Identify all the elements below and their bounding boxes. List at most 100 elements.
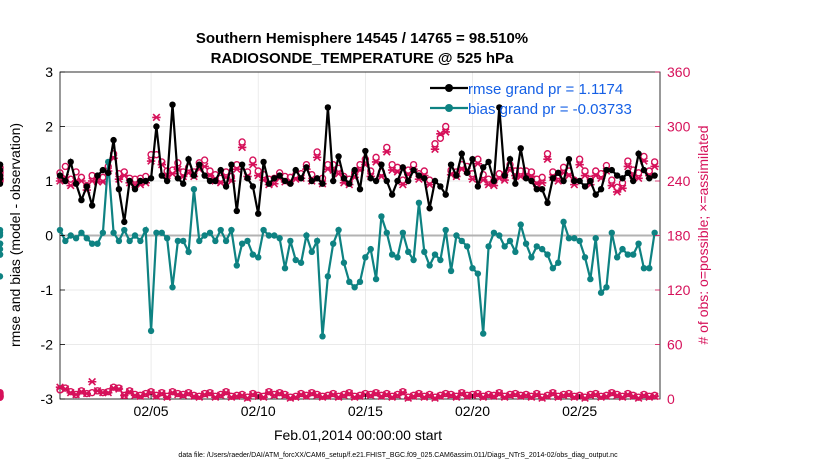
rmse-point <box>346 180 353 187</box>
bias-point <box>378 213 385 220</box>
y2-tick-label: 240 <box>667 173 691 189</box>
bias-point <box>619 245 626 253</box>
rmse-point <box>244 175 251 182</box>
bias-point <box>603 284 610 291</box>
bias-point <box>335 226 342 234</box>
bias-point <box>549 265 557 272</box>
rmse-point <box>469 156 476 163</box>
bias-point <box>437 256 444 264</box>
rmse-point <box>651 172 658 179</box>
rmse-point <box>415 172 423 179</box>
bias-point <box>330 240 337 247</box>
rmse-point <box>308 177 315 185</box>
rmse-point <box>255 210 262 217</box>
rmse-point <box>512 180 519 187</box>
bias-point <box>506 237 514 245</box>
bias-point <box>0 240 4 247</box>
bias-point <box>453 232 460 239</box>
obs-possible-marker <box>0 169 4 177</box>
rmse-point <box>174 175 182 182</box>
rmse-point <box>67 158 74 166</box>
rmse-point <box>110 136 117 144</box>
bias-point <box>115 237 123 245</box>
obs-assimilated-marker <box>398 180 408 189</box>
obs-assimilated-marker <box>120 171 129 180</box>
rmse-series-markers <box>0 101 658 226</box>
rmse-point <box>212 177 219 185</box>
rmse-point <box>528 177 535 185</box>
bias-point <box>405 248 412 256</box>
rmse-point <box>437 183 444 190</box>
rmse-point <box>153 123 160 130</box>
rmse-point <box>169 101 176 108</box>
legend-rmse-label: rmse grand pr = 1.1174 <box>468 81 623 98</box>
rmse-point <box>105 169 112 177</box>
x-tick-label: 02/10 <box>241 403 276 419</box>
y2-tick-label: 120 <box>667 282 691 298</box>
bias-point <box>303 232 310 239</box>
obs-possible-marker <box>549 388 557 397</box>
bias-point <box>121 226 128 234</box>
y2-tick-label: 60 <box>667 337 683 353</box>
obs-assimilated-marker <box>607 181 616 190</box>
y-tick-label: 3 <box>45 64 53 80</box>
bias-point <box>292 256 299 264</box>
bias-point <box>313 237 321 245</box>
obs-possible-marker <box>399 388 407 396</box>
rmse-point <box>292 166 299 174</box>
obs-possible-marker <box>442 122 450 131</box>
bias-point <box>630 251 637 258</box>
bias-point <box>469 265 476 272</box>
obs-possible-marker <box>608 176 616 184</box>
bias-point <box>137 237 144 245</box>
bias-point <box>56 226 64 234</box>
bias-point <box>640 265 648 272</box>
y-tick-label: -2 <box>41 337 54 353</box>
obs-assimilated-marker <box>114 385 124 393</box>
obs-possible-marker <box>0 392 4 400</box>
bias-point <box>174 237 182 245</box>
rmse-point <box>142 177 149 185</box>
legend-bias-marker <box>445 104 453 112</box>
obs-assimilated-marker <box>650 162 659 171</box>
rmse-point <box>635 150 642 157</box>
bias-point <box>222 237 230 245</box>
bias-point <box>555 259 562 266</box>
bias-point <box>399 229 407 236</box>
bias-point <box>458 237 465 245</box>
bias-point <box>592 235 599 242</box>
obs-possible-marker <box>313 148 321 156</box>
rmse-point <box>592 191 599 198</box>
bias-point <box>522 240 530 247</box>
rmse-point <box>544 199 551 206</box>
obs-assimilated-marker <box>77 177 86 185</box>
rmse-point <box>362 147 369 155</box>
rmse-point <box>426 205 433 212</box>
rmse-point <box>581 183 589 190</box>
rmse-point <box>340 175 348 182</box>
bias-point <box>597 289 605 296</box>
rmse-point <box>474 183 482 190</box>
bias-point <box>501 243 508 250</box>
bias-point <box>351 284 358 291</box>
rmse-point <box>115 185 123 193</box>
obs-assimilated-marker <box>500 176 509 184</box>
rmse-point <box>319 180 326 187</box>
rmse-point <box>458 150 465 157</box>
obs-possible-marker <box>125 387 134 395</box>
obs-assimilated-marker <box>634 174 643 183</box>
bias-point <box>528 254 535 261</box>
bias-point <box>517 221 524 228</box>
rmse-point <box>501 172 508 179</box>
bias-point <box>463 243 471 250</box>
rmse-point <box>463 169 471 177</box>
rmse-point <box>196 161 203 168</box>
bias-series-markers <box>0 158 658 340</box>
bias-point <box>613 254 621 261</box>
bias-point <box>362 254 369 261</box>
obs-assimilated-marker <box>489 181 499 190</box>
obs-possible-marker <box>533 389 541 398</box>
bias-point <box>533 243 540 250</box>
rmse-point <box>335 153 342 160</box>
bias-point <box>185 248 192 256</box>
